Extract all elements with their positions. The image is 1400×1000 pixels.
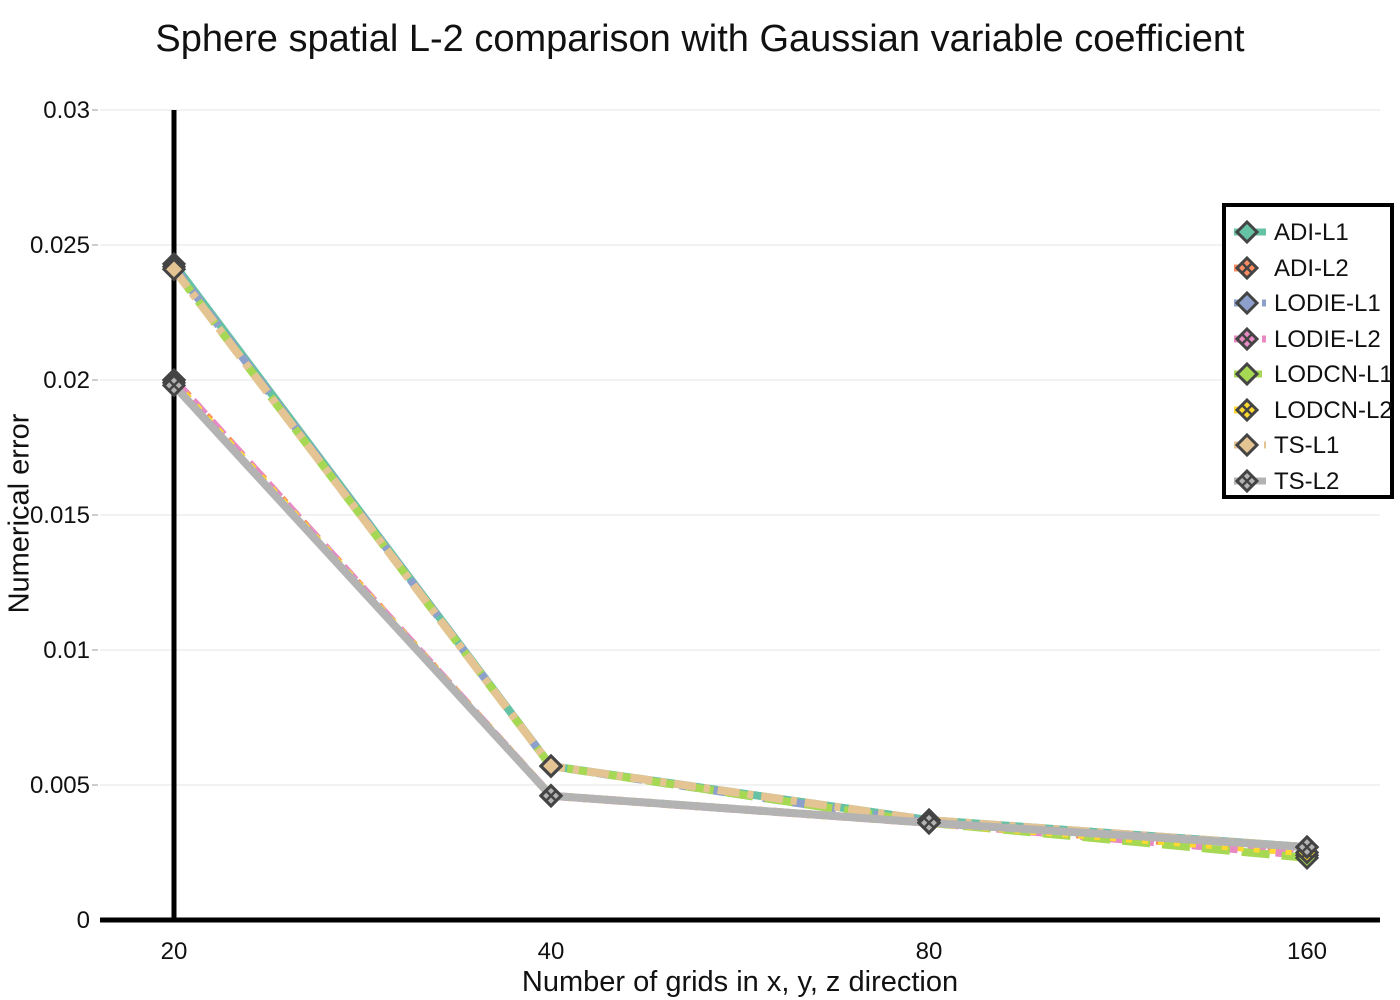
- legend-item: TS-L2: [1232, 466, 1398, 496]
- x-tick-label: 80: [916, 938, 943, 965]
- data-point-ts-l2: [1294, 834, 1320, 860]
- legend-marker-icon: [1234, 255, 1260, 280]
- series-line-ts-l1: [170, 266, 1308, 852]
- y-tick-label: 0.025: [30, 232, 90, 259]
- legend-label: ADI-L2: [1274, 254, 1349, 282]
- y-tick-label: 0.015: [30, 502, 90, 529]
- legend-swatch: [1234, 432, 1266, 458]
- series-line-lodcn-l1: [170, 266, 1308, 862]
- series-line-lodcn-l2: [171, 380, 1308, 857]
- series-line-ts-l2: [171, 382, 1308, 852]
- legend-marker-icon: [1234, 290, 1260, 316]
- series-line-adi-l2: [171, 377, 1308, 857]
- legend-item: TS-L1: [1232, 430, 1398, 460]
- legend-marker-icon: [1234, 432, 1260, 458]
- legend-item: LODIE-L1: [1232, 288, 1398, 318]
- y-tick-label: 0.005: [30, 772, 90, 799]
- data-point-ts-l2: [538, 783, 564, 808]
- legend-swatch: [1234, 290, 1266, 316]
- legend-marker-icon: [1234, 397, 1260, 422]
- y-tick-label: 0.01: [43, 637, 90, 664]
- series-markers: [161, 251, 1320, 871]
- x-tick-label: 20: [161, 938, 188, 965]
- legend-swatch: [1234, 361, 1266, 387]
- y-axis-label: Numerical error: [3, 413, 36, 614]
- y-tick-label: 0.02: [43, 367, 90, 394]
- legend-label: LODCN-L1: [1274, 361, 1393, 388]
- legend-label: LODIE-L1: [1274, 290, 1381, 317]
- series-line-lodie-l1: [170, 264, 1308, 852]
- legend: ADI-L1 ADI-L2 LODIE-L1 LODIE-L2 LODCN-L1 LODC…: [1222, 203, 1394, 499]
- x-axis-label: Number of grids in x, y, z direction: [521, 966, 959, 998]
- legend-label: TS-L1: [1274, 432, 1340, 459]
- data-point-ts-l1: [161, 257, 187, 282]
- legend-item: LODCN-L2: [1232, 395, 1398, 425]
- x-tick-label: 160: [1287, 938, 1327, 965]
- legend-marker-icon: [1234, 219, 1260, 245]
- series-lines: [170, 261, 1308, 862]
- legend-marker-icon: [1234, 326, 1260, 351]
- legend-swatch: [1234, 255, 1266, 280]
- legend-item: ADI-L1: [1232, 217, 1398, 247]
- data-point-ts-l2: [916, 810, 942, 835]
- series-line-adi-l1: [170, 261, 1308, 852]
- legend-item: ADI-L2: [1232, 253, 1398, 283]
- legend-item: LODCN-L1: [1232, 359, 1398, 389]
- gridlines: [100, 109, 1380, 786]
- legend-swatch: [1234, 468, 1266, 493]
- y-tick-label: 0.03: [43, 97, 90, 124]
- chart-title: Sphere spatial L-2 comparison with Gauss…: [155, 18, 1245, 60]
- legend-label: TS-L2: [1274, 467, 1340, 495]
- data-point-ts-l1: [538, 753, 564, 779]
- legend-swatch: [1234, 326, 1266, 351]
- legend-marker-icon: [1234, 361, 1260, 387]
- legend-label: LODIE-L2: [1274, 325, 1381, 353]
- data-point-ts-l2: [161, 373, 187, 398]
- legend-item: LODIE-L2: [1232, 324, 1398, 354]
- y-tick-label: 0: [77, 907, 90, 934]
- tick-labels: 0 0.005 0.01 0.015 0.02 0.025 0.03 20 40 80 160: [30, 97, 1327, 965]
- legend-swatch: [1234, 397, 1266, 422]
- x-tick-label: 40: [538, 938, 565, 965]
- legend-label: ADI-L1: [1274, 219, 1349, 246]
- series-line-lodie-l2: [171, 377, 1308, 860]
- axes: [92, 109, 1380, 923]
- legend-marker-icon: [1234, 468, 1260, 493]
- legend-label: LODCN-L2: [1274, 396, 1393, 424]
- legend-swatch: [1234, 219, 1266, 245]
